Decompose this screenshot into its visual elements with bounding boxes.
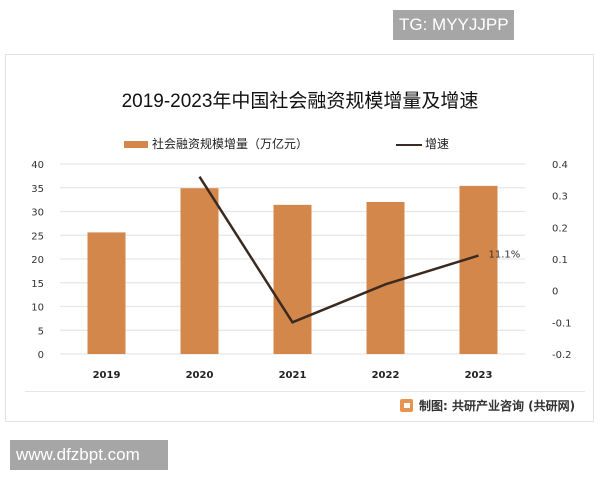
- bar-2021: [273, 204, 312, 354]
- right-tick-label: 0.2: [552, 223, 568, 234]
- left-tick-label: 5: [38, 326, 44, 337]
- footer-divider: [25, 391, 585, 392]
- right-axis-ticks: -0.2 -0.1 0 0.1 0.2 0.3 0.4: [552, 160, 572, 361]
- growth-rate-line: [198, 175, 479, 324]
- bar-2023: [459, 185, 498, 354]
- x-tick-label: 2021: [279, 370, 307, 381]
- left-axis-ticks: 0 5 10 15 20 25 30 35 40: [31, 160, 44, 361]
- legend-bar-swatch: [124, 141, 148, 148]
- legend-line-swatch: [396, 144, 422, 146]
- left-tick-label: 15: [31, 279, 44, 290]
- bar-2019: [87, 232, 126, 354]
- chart-title: 2019-2023年中国社会融资规模增量及增速: [121, 91, 479, 112]
- right-tick-label: -0.2: [552, 350, 572, 361]
- source-logo-icon: [400, 399, 413, 412]
- bar-2022: [366, 202, 405, 354]
- left-tick-label: 40: [31, 160, 44, 171]
- x-tick-label: 2022: [372, 370, 400, 381]
- x-tick-label: 2023: [465, 370, 493, 381]
- x-tick-label: 2019: [93, 370, 121, 381]
- bar-series: [87, 185, 498, 354]
- right-tick-label: 0.4: [552, 160, 568, 171]
- right-tick-label: 0: [552, 287, 558, 298]
- chart-legend: 社会融资规模增量（万亿元） 增速: [0, 134, 600, 154]
- right-tick-label: -0.1: [552, 318, 572, 329]
- left-tick-label: 20: [31, 255, 44, 266]
- legend-line-label: 增速: [425, 137, 450, 151]
- x-axis-labels: 2019 2020 2021 2022 2023: [93, 370, 493, 381]
- left-tick-label: 35: [31, 184, 44, 195]
- right-tick-label: 0.3: [552, 192, 568, 203]
- left-tick-label: 0: [38, 350, 44, 361]
- left-tick-label: 30: [31, 208, 44, 219]
- left-tick-label: 10: [31, 303, 44, 314]
- legend-bar-label: 社会融资规模增量（万亿元）: [152, 137, 309, 151]
- source-text: 制图: 共研产业咨询 (共研网): [419, 399, 576, 413]
- growth-annotation: 11.1%: [489, 250, 521, 261]
- left-tick-label: 25: [31, 231, 44, 242]
- right-tick-label: 0.1: [552, 255, 568, 266]
- telegram-watermark-badge: TG: MYYJJPP: [393, 10, 514, 40]
- x-tick-label: 2020: [186, 370, 214, 381]
- bar-2020: [180, 188, 219, 354]
- website-watermark-badge: www.dfzbpt.com: [10, 440, 168, 470]
